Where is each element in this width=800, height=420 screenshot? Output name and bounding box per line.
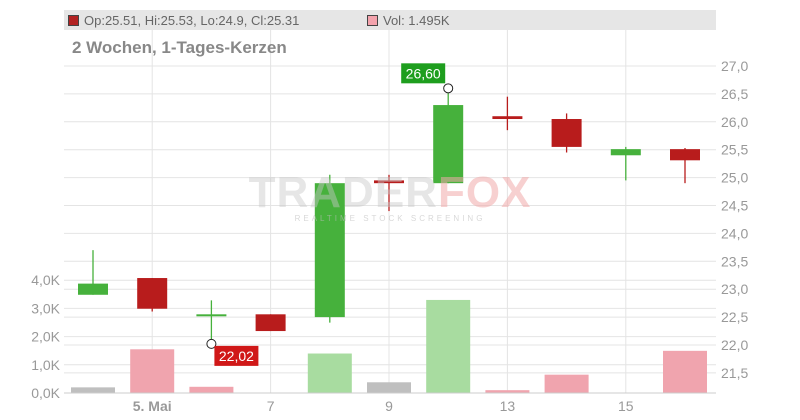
price-tick-label: 22,0 [721,337,748,353]
price-tick-label: 27,0 [721,58,748,74]
min-marker [206,338,217,349]
price-tick-label: 24,5 [721,198,748,214]
price-tick-label: 26,0 [721,114,748,130]
min-label: 22,02 [219,348,254,364]
volume-bar [189,386,234,393]
time-tick-label: 5. Mai [133,398,172,414]
legend-bar: Op:25.51, Hi:25.53, Lo:24.9, Cl:25.31 Vo… [64,10,716,30]
volume-bar [130,349,175,393]
volume-tick-label: 2,0K [31,329,60,345]
volume-bar [367,382,411,393]
plot-area [64,30,716,393]
candle-body [492,116,523,120]
volume-tick-label: 4,0K [31,272,60,288]
max-label-box [401,63,446,84]
candle-body [137,278,168,309]
volume-bar [307,353,352,393]
price-tick-label: 24,0 [721,225,748,241]
price-tick-label: 25,0 [721,170,748,186]
price-tick-label: 25,5 [721,142,748,158]
ohlc-swatch [68,15,79,26]
candle-body [255,314,286,332]
volume-swatch [367,15,378,26]
candle-body [433,105,464,184]
ohlc-text: Op:25.51, Hi:25.53, Lo:24.9, Cl:25.31 [84,13,300,28]
price-tick-label: 21,5 [721,365,748,381]
volume-text: Vol: 1.495K [383,13,450,28]
volume-tick-label: 3,0K [31,300,60,316]
max-marker [443,83,454,94]
volume-legend: Vol: 1.495K [367,13,450,28]
time-tick-label: 15 [618,398,634,414]
price-tick-label: 23,5 [721,253,748,269]
price-tick-label: 26,5 [721,86,748,102]
price-tick-label: 23,0 [721,281,748,297]
max-label: 26,60 [406,65,441,81]
volume-bar [426,299,471,393]
time-tick-label: 9 [385,398,393,414]
time-tick-label: 13 [500,398,516,414]
chart-subtitle: 2 Wochen, 1-Tages-Kerzen [72,38,287,57]
candle-body [314,183,345,318]
price-tick-label: 22,5 [721,309,748,325]
candle-body [610,149,641,156]
volume-tick-label: 1,0K [31,357,60,373]
ohlc-legend: Op:25.51, Hi:25.53, Lo:24.9, Cl:25.31 [68,13,299,28]
volume-bar [544,374,589,393]
candle-body [78,283,108,295]
candle-body [551,119,582,147]
candle-body [670,149,700,161]
candle-body [196,314,227,317]
volume-bar [485,390,530,393]
volume-bar [71,387,115,393]
time-tick-label: 7 [267,398,275,414]
volume-bar [663,350,707,393]
min-label-box [214,345,259,366]
volume-tick-label: 0,0K [31,385,60,401]
candle-body [374,180,404,184]
